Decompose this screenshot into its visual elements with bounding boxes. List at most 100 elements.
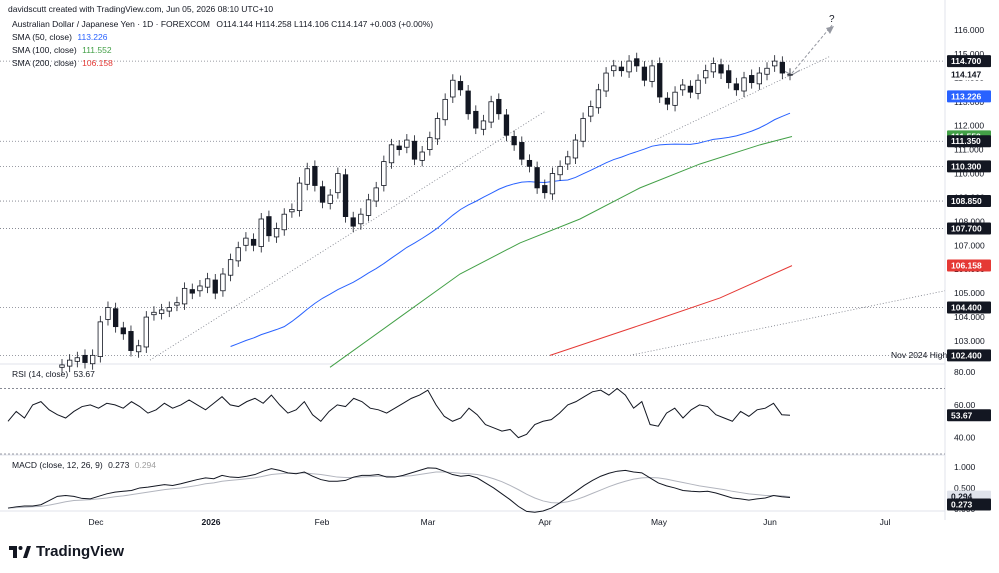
candle (641, 66, 648, 81)
projection-arrow (791, 24, 833, 74)
candle (419, 151, 425, 161)
candle (664, 97, 671, 105)
price-tag (947, 68, 991, 81)
candle (741, 77, 747, 92)
candle (749, 75, 755, 84)
rsi-value: 53.67 (73, 369, 95, 379)
price-tag (947, 259, 991, 272)
candle (319, 186, 326, 203)
sma100-value: 111.552 (82, 45, 112, 55)
price-axis-tick: 108.000 (954, 216, 985, 226)
nov-2024-high-label: Nov 2024 High (891, 350, 948, 360)
price-tag (947, 195, 991, 208)
candle (120, 327, 126, 335)
candle (404, 139, 410, 148)
price-tag-label: 111.350 (951, 136, 981, 146)
candle (603, 72, 609, 92)
candle (411, 140, 418, 160)
candle (166, 307, 172, 312)
macd-label: MACD (close, 12, 26, 9) (12, 460, 103, 470)
candle (135, 345, 142, 353)
candle (112, 308, 119, 328)
candle (588, 106, 594, 117)
candle (90, 354, 96, 365)
candle (465, 90, 471, 115)
candle (158, 309, 165, 314)
price-tag-label: 114.147 (951, 69, 982, 79)
price-axis-tick: 104.000 (954, 312, 985, 322)
candle (450, 79, 456, 98)
candle (434, 118, 441, 140)
candle (373, 187, 379, 202)
candle (787, 73, 793, 76)
price-axis-tick: 115.000 (954, 49, 984, 59)
candle (128, 331, 134, 351)
candle (580, 118, 586, 142)
price-tag-label: 107.700 (951, 224, 982, 234)
macd-value: 0.273 (108, 460, 130, 470)
candle (779, 61, 785, 74)
symbol-line: Australian Dollar / Japanese Yen · 1D · … (12, 19, 210, 29)
candle (281, 213, 287, 231)
candle (427, 137, 433, 151)
candle (726, 70, 732, 84)
candle (519, 142, 525, 160)
price-tag-label: 104.400 (951, 303, 982, 313)
candle (618, 66, 625, 72)
sma50-value: 113.226 (77, 32, 108, 42)
time-axis-label: Jun (763, 517, 777, 527)
tradingview-logo[interactable]: TradingView (9, 543, 124, 560)
macd-axis-tick: 0.500 (954, 483, 976, 493)
candle (503, 114, 510, 136)
ohlc-values: O114.144 H114.258 L114.106 C114.147 +0.0… (216, 19, 434, 29)
candle (442, 98, 448, 121)
candle (312, 165, 318, 186)
sma50-legend: SMA (50, close) 113.226 (12, 32, 107, 42)
candle (480, 120, 487, 130)
sma50-line (230, 112, 791, 347)
macd-value-tag-label: 0.273 (951, 499, 973, 509)
candle (335, 173, 341, 194)
price-tag-label: 108.850 (951, 196, 982, 206)
time-axis-label: Apr (538, 517, 551, 527)
creator-line: davidscutt created with TradingView.com,… (8, 4, 274, 14)
candle (764, 67, 770, 75)
candle (457, 81, 464, 91)
candle (143, 316, 149, 348)
macd-signal-line (7, 471, 791, 509)
sma100-line (329, 135, 793, 368)
sma200-legend: SMA (200, close) 106.158 (12, 58, 113, 68)
candle (496, 98, 502, 115)
candle (365, 199, 372, 216)
sma200-value: 106.158 (82, 58, 113, 68)
candle (565, 156, 571, 165)
candle (235, 247, 241, 262)
price-axis-tick: 107.000 (954, 240, 985, 250)
price-tag-label: 102.400 (951, 350, 982, 360)
candle (304, 168, 310, 185)
candle (243, 237, 249, 246)
sma50-label: SMA (50, close) (12, 32, 72, 42)
macd-signal-tag-label: 0.294 (951, 492, 973, 502)
rsi-label: RSI (14, close) (12, 369, 69, 379)
candle (296, 182, 303, 212)
time-axis-label: Dec (88, 517, 104, 527)
candle (212, 279, 218, 294)
projection-arrowhead (826, 26, 834, 34)
rsi-legend: RSI (14, close) 53.67 (12, 369, 95, 379)
rsi-axis-tick: 80.00 (954, 367, 976, 377)
time-axis-label: May (651, 517, 668, 527)
candle (327, 194, 333, 204)
candle (151, 311, 157, 316)
candle (342, 174, 349, 218)
trendline-long (629, 290, 946, 356)
candle (542, 185, 548, 194)
candle (266, 216, 272, 237)
macd-value-tag (947, 498, 991, 511)
candle (710, 63, 717, 73)
sma100-legend: SMA (100, close) 111.552 (12, 45, 112, 55)
macd-legend: MACD (close, 12, 26, 9) 0.273 0.294 (12, 460, 156, 470)
candle (273, 228, 280, 238)
candle (611, 65, 617, 72)
